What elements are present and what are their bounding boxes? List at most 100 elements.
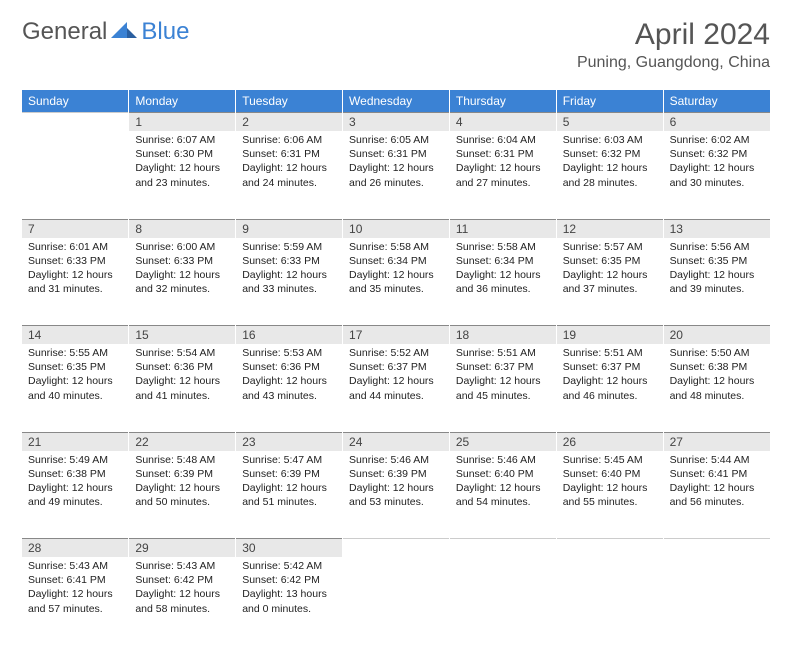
day-details: Sunrise: 5:54 AMSunset: 6:36 PMDaylight:… xyxy=(129,344,235,409)
sunrise-text: Sunrise: 5:46 AM xyxy=(349,453,443,467)
day2-text: and 54 minutes. xyxy=(456,495,550,509)
day-cell xyxy=(343,557,450,645)
day1-text: Daylight: 12 hours xyxy=(28,481,122,495)
day2-text: and 0 minutes. xyxy=(242,602,336,616)
sunrise-text: Sunrise: 5:43 AM xyxy=(28,559,122,573)
weekday-header: Sunday xyxy=(22,90,129,113)
day1-text: Daylight: 12 hours xyxy=(242,374,336,388)
week-row: Sunrise: 6:07 AMSunset: 6:30 PMDaylight:… xyxy=(22,131,770,219)
day1-text: Daylight: 13 hours xyxy=(242,587,336,601)
logo-text-part2: Blue xyxy=(141,18,189,46)
sunrise-text: Sunrise: 5:42 AM xyxy=(242,559,336,573)
day-number: 26 xyxy=(556,432,663,451)
day2-text: and 55 minutes. xyxy=(563,495,657,509)
day-cell: Sunrise: 6:06 AMSunset: 6:31 PMDaylight:… xyxy=(236,131,343,219)
day-number: 7 xyxy=(22,219,129,238)
day-details: Sunrise: 5:47 AMSunset: 6:39 PMDaylight:… xyxy=(236,451,342,516)
day2-text: and 37 minutes. xyxy=(563,282,657,296)
daynum-row: 123456 xyxy=(22,113,770,132)
day-number: 25 xyxy=(449,432,556,451)
day2-text: and 40 minutes. xyxy=(28,389,122,403)
day1-text: Daylight: 12 hours xyxy=(135,374,229,388)
day1-text: Daylight: 12 hours xyxy=(135,587,229,601)
day1-text: Daylight: 12 hours xyxy=(135,481,229,495)
day2-text: and 26 minutes. xyxy=(349,176,443,190)
sunset-text: Sunset: 6:42 PM xyxy=(242,573,336,587)
sunrise-text: Sunrise: 6:03 AM xyxy=(563,133,657,147)
day-number: 21 xyxy=(22,432,129,451)
day1-text: Daylight: 12 hours xyxy=(135,161,229,175)
sunrise-text: Sunrise: 5:50 AM xyxy=(670,346,764,360)
day-details: Sunrise: 5:56 AMSunset: 6:35 PMDaylight:… xyxy=(664,238,770,303)
day-cell: Sunrise: 6:03 AMSunset: 6:32 PMDaylight:… xyxy=(556,131,663,219)
weekday-header: Wednesday xyxy=(343,90,450,113)
week-row: Sunrise: 6:01 AMSunset: 6:33 PMDaylight:… xyxy=(22,238,770,326)
day-cell: Sunrise: 5:44 AMSunset: 6:41 PMDaylight:… xyxy=(663,451,770,539)
day-number: 20 xyxy=(663,326,770,345)
sunset-text: Sunset: 6:32 PM xyxy=(670,147,764,161)
day1-text: Daylight: 12 hours xyxy=(242,268,336,282)
day-number: 4 xyxy=(449,113,556,132)
weekday-header-row: Sunday Monday Tuesday Wednesday Thursday… xyxy=(22,90,770,113)
weekday-header: Saturday xyxy=(663,90,770,113)
day-number: 11 xyxy=(449,219,556,238)
day2-text: and 23 minutes. xyxy=(135,176,229,190)
day-number xyxy=(663,539,770,558)
day-details: Sunrise: 5:44 AMSunset: 6:41 PMDaylight:… xyxy=(664,451,770,516)
day-details: Sunrise: 5:52 AMSunset: 6:37 PMDaylight:… xyxy=(343,344,449,409)
day-details: Sunrise: 5:49 AMSunset: 6:38 PMDaylight:… xyxy=(22,451,128,516)
sunrise-text: Sunrise: 6:05 AM xyxy=(349,133,443,147)
day-details: Sunrise: 5:48 AMSunset: 6:39 PMDaylight:… xyxy=(129,451,235,516)
sunrise-text: Sunrise: 5:57 AM xyxy=(563,240,657,254)
sunset-text: Sunset: 6:37 PM xyxy=(349,360,443,374)
sunset-text: Sunset: 6:33 PM xyxy=(28,254,122,268)
day1-text: Daylight: 12 hours xyxy=(456,374,550,388)
day-details: Sunrise: 6:07 AMSunset: 6:30 PMDaylight:… xyxy=(129,131,235,196)
week-row: Sunrise: 5:43 AMSunset: 6:41 PM Daylight:… xyxy=(22,557,770,645)
day-number: 19 xyxy=(556,326,663,345)
sunset-text: Sunset: 6:39 PM xyxy=(349,467,443,481)
day-details: Sunrise: 6:05 AMSunset: 6:31 PMDaylight:… xyxy=(343,131,449,196)
header: General Blue April 2024 Puning, Guangdon… xyxy=(22,18,770,72)
sunrise-text: Sunrise: 5:46 AM xyxy=(456,453,550,467)
day-number: 1 xyxy=(129,113,236,132)
day2-text: and 44 minutes. xyxy=(349,389,443,403)
day2-text: and 49 minutes. xyxy=(28,495,122,509)
sunrise-text: Sunrise: 6:02 AM xyxy=(670,133,764,147)
day-cell xyxy=(22,131,129,219)
day-cell: Sunrise: 5:46 AMSunset: 6:39 PMDaylight:… xyxy=(343,451,450,539)
title-block: April 2024 Puning, Guangdong, China xyxy=(577,18,770,72)
day-details: Sunrise: 5:59 AMSunset: 6:33 PMDaylight:… xyxy=(236,238,342,303)
day2-text: and 31 minutes. xyxy=(28,282,122,296)
day-cell: Sunrise: 5:58 AMSunset: 6:34 PMDaylight:… xyxy=(343,238,450,326)
sunset-text: Sunset: 6:39 PM xyxy=(135,467,229,481)
sunset-text: Sunset: 6:35 PM xyxy=(670,254,764,268)
day-details: Sunrise: 5:57 AMSunset: 6:35 PMDaylight:… xyxy=(557,238,663,303)
weekday-header: Tuesday xyxy=(236,90,343,113)
sunset-text: Sunset: 6:34 PM xyxy=(349,254,443,268)
day-number: 24 xyxy=(343,432,450,451)
sunset-text: Sunset: 6:32 PM xyxy=(563,147,657,161)
sunset-text: Sunset: 6:38 PM xyxy=(670,360,764,374)
sunrise-text: Sunrise: 6:04 AM xyxy=(456,133,550,147)
day-number: 18 xyxy=(449,326,556,345)
day-cell: Sunrise: 5:53 AMSunset: 6:36 PMDaylight:… xyxy=(236,344,343,432)
day-number xyxy=(22,113,129,132)
sunrise-text: Sunrise: 5:51 AM xyxy=(563,346,657,360)
sunset-text: Sunset: 6:40 PM xyxy=(456,467,550,481)
sunset-text: Sunset: 6:40 PM xyxy=(563,467,657,481)
day1-text: Daylight: 12 hours xyxy=(28,268,122,282)
day-details: Sunrise: 6:06 AMSunset: 6:31 PMDaylight:… xyxy=(236,131,342,196)
day-cell: Sunrise: 5:58 AMSunset: 6:34 PMDaylight:… xyxy=(449,238,556,326)
day-cell: Sunrise: 5:46 AMSunset: 6:40 PMDaylight:… xyxy=(449,451,556,539)
day2-text: and 24 minutes. xyxy=(242,176,336,190)
day2-text: and 45 minutes. xyxy=(456,389,550,403)
day-cell: Sunrise: 5:43 AMSunset: 6:41 PMDaylight:… xyxy=(22,557,129,645)
location-text: Puning, Guangdong, China xyxy=(577,54,770,72)
day-number xyxy=(556,539,663,558)
day-cell: Sunrise: 5:51 AMSunset: 6:37 PMDaylight:… xyxy=(449,344,556,432)
sunset-text: Sunset: 6:41 PM xyxy=(28,573,122,587)
day-cell: Sunrise: 6:01 AMSunset: 6:33 PMDaylight:… xyxy=(22,238,129,326)
day-cell: Sunrise: 5:55 AMSunset: 6:35 PMDaylight:… xyxy=(22,344,129,432)
day-details: Sunrise: 6:01 AMSunset: 6:33 PMDaylight:… xyxy=(22,238,128,303)
